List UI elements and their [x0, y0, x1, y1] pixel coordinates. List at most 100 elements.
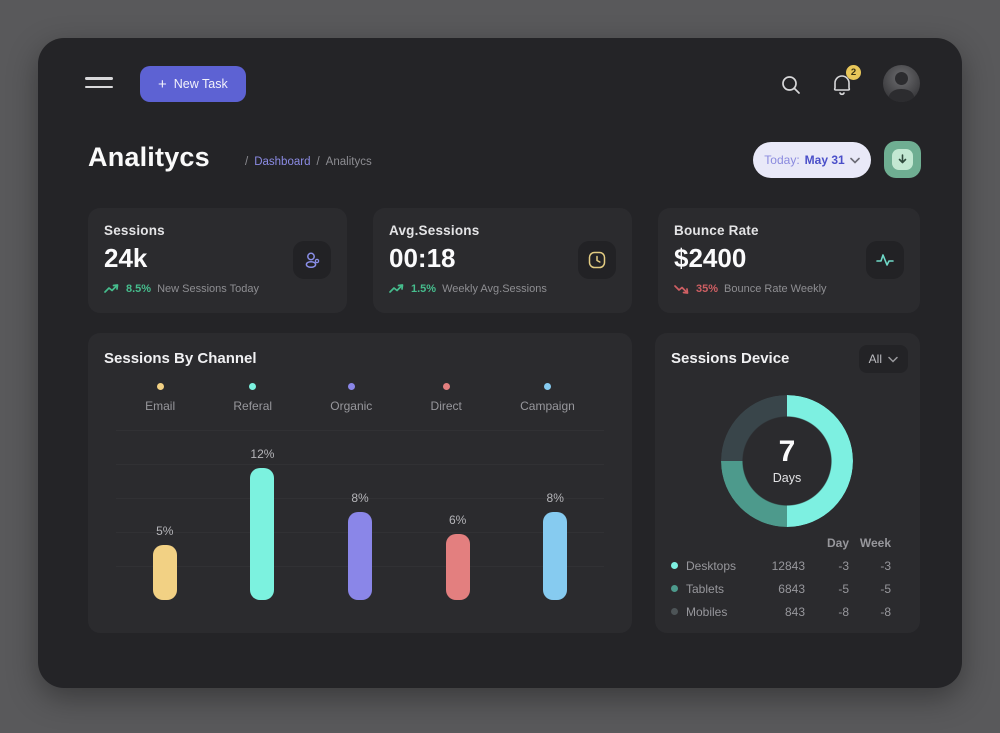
- device-day-delta: -3: [838, 558, 849, 573]
- stat-delta: 8.5%: [126, 283, 152, 295]
- stat-title: Sessions: [104, 223, 165, 238]
- stat-icon-box[interactable]: [866, 241, 904, 279]
- trend-down-icon: [674, 285, 689, 294]
- clock-icon: [588, 251, 606, 269]
- notifications-button[interactable]: 2: [831, 65, 861, 100]
- bar-referal[interactable]: [250, 468, 275, 600]
- device-donut-chart[interactable]: 7 Days: [721, 395, 853, 527]
- search-icon: [782, 76, 800, 94]
- donut-label: Days: [772, 471, 802, 485]
- table-row-mobiles[interactable]: Mobiles 843 -8 -8: [671, 600, 906, 623]
- stat-delta-row: 8.5% New Sessions Today: [104, 283, 331, 295]
- bar-column-email: 5%: [152, 430, 177, 600]
- page-title: Analitycs: [88, 142, 210, 172]
- legend-dot: [249, 383, 257, 390]
- bar-direct[interactable]: [445, 534, 470, 600]
- bar-column-campaign: 8%: [543, 430, 568, 600]
- bar-value-label: 5%: [156, 524, 174, 538]
- notification-badge: 2: [846, 65, 861, 80]
- device-day-delta: -8: [838, 604, 849, 619]
- device-value: 6843: [778, 581, 805, 596]
- bar-value-label: 8%: [546, 491, 564, 505]
- users-icon: [305, 252, 320, 269]
- device-week-delta: -8: [880, 604, 891, 619]
- plus-icon: +: [158, 75, 167, 93]
- device-dot: [671, 608, 678, 615]
- topbar: + New Task 2: [38, 38, 962, 108]
- legend-label: Direct: [430, 399, 462, 413]
- device-name: Desktops: [686, 558, 737, 573]
- table-row-desktops[interactable]: Desktops 12843 -3 -3: [671, 554, 906, 577]
- bell-icon: [833, 75, 851, 96]
- donut-ring: [721, 395, 853, 527]
- stat-value: 24k: [104, 243, 148, 273]
- chart-legend: Email Referal Organic Direct Campaign: [116, 383, 604, 413]
- sessions-by-channel-panel: Sessions By Channel Email Referal Organi…: [88, 333, 632, 633]
- donut-center: 7 Days: [721, 395, 853, 527]
- new-task-label: New Task: [173, 77, 228, 91]
- stat-delta: 35%: [696, 283, 719, 295]
- stat-value: $2400: [674, 243, 747, 273]
- avatar-silhouette-icon: [888, 72, 915, 102]
- chevron-down-icon: [888, 356, 898, 363]
- table-row-tablets[interactable]: Tablets 6843 -5 -5: [671, 577, 906, 600]
- legend-label: Organic: [330, 399, 373, 413]
- bar-email[interactable]: [152, 545, 177, 600]
- bar-column-direct: 6%: [445, 430, 470, 600]
- trend-up-icon: [104, 284, 119, 293]
- stat-card-avg-sessions: Avg.Sessions 00:18 1.5% Weekly Avg.Sessi…: [373, 208, 632, 313]
- breadcrumb-link-dashboard[interactable]: Dashboard: [254, 156, 311, 168]
- search-button[interactable]: [780, 72, 806, 98]
- legend-item-campaign[interactable]: Campaign: [520, 383, 575, 413]
- bar-value-label: 8%: [351, 491, 369, 505]
- download-inner-box: [892, 149, 913, 170]
- legend-item-email[interactable]: Email: [145, 383, 175, 413]
- panel-title: Sessions By Channel: [104, 350, 257, 367]
- bar-organic[interactable]: [348, 512, 373, 600]
- device-table: Day Week Desktops 12843 -3 -3 Tablets 68…: [671, 531, 906, 623]
- legend-dot: [156, 383, 164, 390]
- legend-label: Campaign: [520, 399, 575, 413]
- column-header-day: Day: [826, 535, 849, 550]
- legend-dot: [543, 383, 551, 390]
- device-dot: [671, 585, 678, 592]
- avatar[interactable]: [883, 65, 920, 102]
- device-table-header: Day Week: [671, 531, 906, 554]
- stat-note: New Sessions Today: [157, 283, 259, 295]
- device-value: 12843: [771, 558, 805, 573]
- bar-value-label: 6%: [448, 513, 467, 527]
- legend-item-referal[interactable]: Referal: [233, 383, 272, 413]
- panel-title: Sessions Device: [671, 350, 790, 367]
- date-filter-button[interactable]: Today: May 31: [753, 142, 871, 178]
- date-filter-value: May 31: [804, 153, 845, 167]
- bar-value-label: 12%: [250, 447, 275, 461]
- stat-note: Weekly Avg.Sessions: [442, 283, 547, 295]
- stat-delta-row: 35% Bounce Rate Weekly: [674, 283, 904, 295]
- download-icon: [898, 153, 907, 163]
- device-filter-value: All: [868, 352, 882, 366]
- device-filter-select[interactable]: All: [858, 345, 908, 373]
- legend-dot: [442, 383, 450, 390]
- activity-icon: [876, 254, 894, 266]
- breadcrumb-separator: /: [316, 156, 320, 168]
- device-name: Tablets: [686, 581, 725, 596]
- device-week-delta: -3: [880, 558, 891, 573]
- legend-dot: [347, 383, 355, 390]
- stat-icon-box[interactable]: [293, 241, 331, 279]
- chevron-down-icon: [849, 157, 860, 164]
- stat-title: Bounce Rate: [674, 223, 759, 238]
- breadcrumb-current: Analitycs: [325, 156, 372, 168]
- breadcrumb-separator: /: [245, 156, 249, 168]
- device-week-delta: -5: [880, 581, 891, 596]
- bar-column-organic: 8%: [348, 430, 373, 600]
- legend-item-direct[interactable]: Direct: [431, 383, 462, 413]
- column-header-week: Week: [859, 535, 891, 550]
- export-download-button[interactable]: [884, 141, 921, 178]
- legend-item-organic[interactable]: Organic: [330, 383, 372, 413]
- hamburger-menu-icon[interactable]: [85, 77, 113, 89]
- bar-campaign[interactable]: [543, 512, 568, 600]
- new-task-button[interactable]: + New Task: [140, 66, 246, 102]
- stat-icon-box[interactable]: [578, 241, 616, 279]
- legend-label: Referal: [233, 399, 273, 413]
- stat-value: 00:18: [389, 243, 456, 273]
